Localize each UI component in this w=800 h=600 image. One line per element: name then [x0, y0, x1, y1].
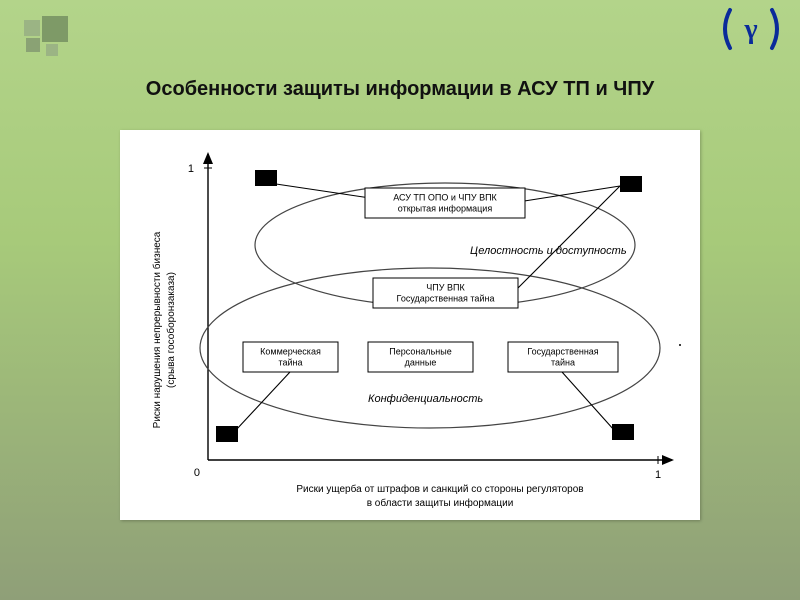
y-axis-sublabel: (срыва гособоронзаказа): [165, 272, 177, 388]
connector-1: [518, 186, 620, 202]
box-commercial-line-0: Коммерческая: [260, 347, 321, 357]
gamma-glyph: γ: [743, 14, 757, 45]
diagram-container: 0 1 1 Риски нарушения непрерывности бизнеса…: [120, 130, 700, 520]
connector-0: [276, 184, 370, 198]
ellipse-label-1: Конфиденциальность: [368, 393, 483, 405]
box-personal-line-1: данные: [405, 358, 437, 368]
marker-0: [255, 170, 277, 186]
gamma-logo: γ: [722, 6, 780, 52]
corner-decoration: [24, 16, 84, 66]
x-axis-arrow: [662, 455, 674, 465]
box-state-line-1: тайна: [551, 358, 575, 368]
y-axis-arrow: [203, 152, 213, 164]
artifact-dot: [679, 344, 681, 346]
diagram-svg: 0 1 1 Риски нарушения непрерывности бизнеса…: [120, 130, 700, 520]
connector-2: [518, 186, 620, 288]
ellipse-label-0: Целостность и доступность: [470, 245, 627, 257]
x-axis-label-2: в области защиты информации: [367, 497, 514, 509]
box-commercial-line-1: тайна: [278, 358, 302, 368]
x-one-label: 1: [655, 469, 661, 481]
origin-label: 0: [194, 467, 200, 479]
y-one-label: 1: [188, 163, 194, 175]
slide: γ Особенности защиты информации в АСУ ТП…: [0, 0, 800, 600]
connector-4: [562, 372, 614, 430]
connector-3: [236, 372, 290, 430]
box-chpu-vpk-line-1: Государственная тайна: [397, 294, 495, 304]
box-asu-tp-line-0: АСУ ТП ОПО и ЧПУ ВПК: [393, 193, 497, 203]
box-state-line-0: Государственная: [527, 347, 598, 357]
marker-1: [620, 176, 642, 192]
marker-3: [612, 424, 634, 440]
box-asu-tp-line-1: открытая информация: [398, 204, 493, 214]
box-personal-line-0: Персональные: [389, 347, 451, 357]
box-chpu-vpk-line-0: ЧПУ ВПК: [426, 283, 465, 293]
marker-2: [216, 426, 238, 442]
slide-title: Особенности защиты информации в АСУ ТП и…: [0, 78, 800, 101]
y-axis-label: Риски нарушения непрерывности бизнеса: [151, 231, 163, 428]
x-axis-label-1: Риски ущерба от штрафов и санкций со сто…: [296, 483, 583, 495]
